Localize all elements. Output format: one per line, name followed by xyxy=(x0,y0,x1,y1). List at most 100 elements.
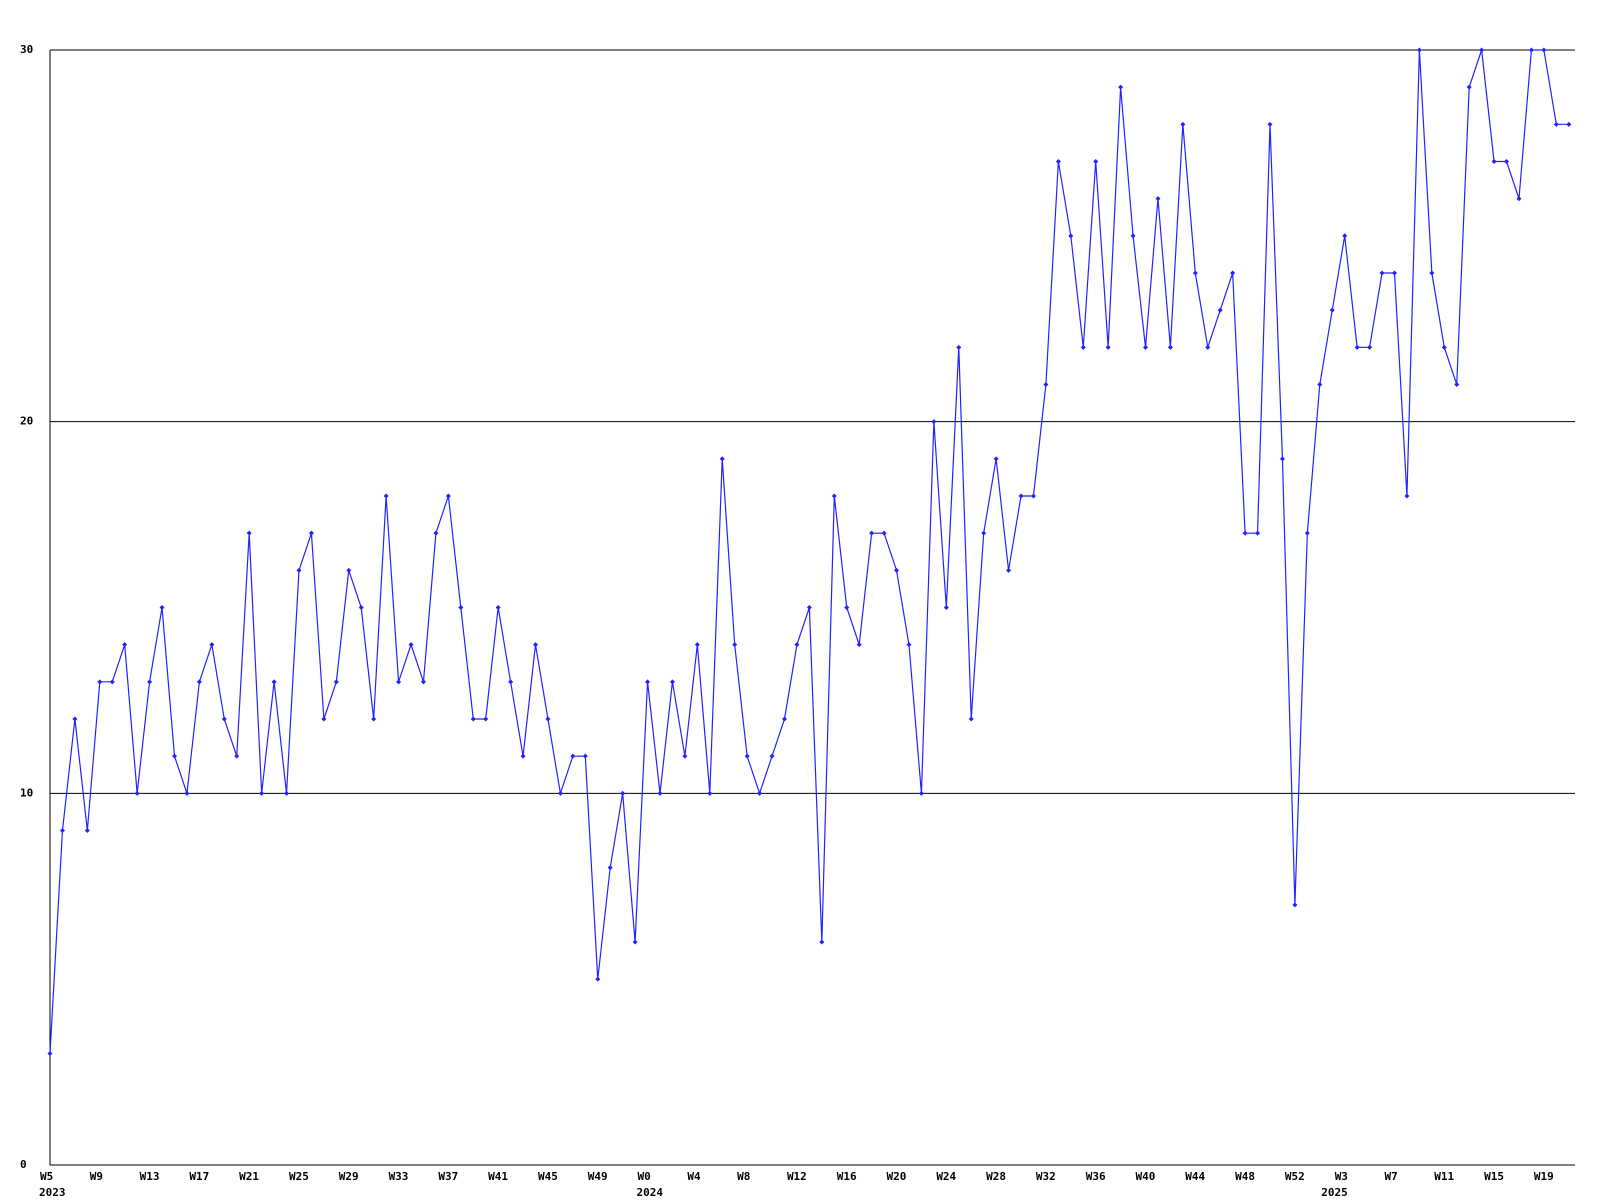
x-tick-label: W16 xyxy=(837,1170,857,1183)
data-point xyxy=(1504,159,1510,164)
data-point xyxy=(794,642,800,648)
x-tick-label: W15 xyxy=(1484,1170,1504,1183)
data-point xyxy=(1055,159,1061,164)
data-point xyxy=(1279,456,1285,462)
data-point xyxy=(520,753,526,759)
x-tick-label: W20 xyxy=(887,1170,907,1183)
data-point xyxy=(1416,47,1422,53)
data-point xyxy=(284,790,290,796)
data-point xyxy=(171,753,177,759)
data-point xyxy=(918,790,924,796)
data-point xyxy=(1167,344,1173,350)
x-tick-label: W13 xyxy=(140,1170,160,1183)
x-tick-label: W49 xyxy=(588,1170,608,1183)
data-point xyxy=(84,828,90,833)
data-point xyxy=(134,790,140,796)
x-tick-label: W44 xyxy=(1185,1170,1205,1183)
data-point xyxy=(682,753,688,759)
data-point xyxy=(1093,159,1099,164)
data-point xyxy=(595,976,601,982)
data-point xyxy=(1205,344,1211,350)
data-point xyxy=(607,865,613,871)
y-tick-label: 30 xyxy=(20,43,33,56)
data-point xyxy=(968,716,974,722)
data-point xyxy=(869,530,875,536)
data-point xyxy=(1217,307,1223,313)
data-point xyxy=(1155,196,1161,202)
data-point xyxy=(1267,121,1273,127)
x-tick-label: W17 xyxy=(189,1170,209,1183)
x-tick-label: W36 xyxy=(1086,1170,1106,1183)
data-point xyxy=(632,939,638,945)
data-point xyxy=(806,605,812,610)
data-point xyxy=(1454,382,1460,387)
data-point xyxy=(781,716,787,722)
data-point xyxy=(246,530,252,536)
data-point xyxy=(1404,493,1410,499)
x-tick-label: W32 xyxy=(1036,1170,1056,1183)
data-point xyxy=(1068,233,1074,239)
data-point xyxy=(645,679,651,685)
x-tick-label: W11 xyxy=(1434,1170,1454,1183)
data-point xyxy=(408,642,414,648)
data-point xyxy=(358,605,364,610)
data-point xyxy=(707,790,713,796)
data-point xyxy=(819,939,825,945)
data-point xyxy=(856,642,862,648)
data-point xyxy=(1342,233,1348,239)
data-point xyxy=(383,493,389,499)
x-tick-label: W7 xyxy=(1384,1170,1397,1183)
data-point xyxy=(1242,530,1248,536)
data-point xyxy=(1080,344,1086,350)
y-tick-label: 20 xyxy=(20,415,33,428)
x-year-label: 2023 xyxy=(39,1186,66,1199)
data-point xyxy=(271,679,277,685)
data-point xyxy=(147,679,153,685)
data-point xyxy=(1006,567,1012,573)
x-tick-label: W4 xyxy=(687,1170,701,1183)
data-point xyxy=(1367,344,1373,350)
x-tick-label: W29 xyxy=(339,1170,359,1183)
data-point xyxy=(122,642,128,648)
data-point xyxy=(1441,344,1447,350)
data-point xyxy=(570,753,576,759)
data-point xyxy=(744,753,750,759)
x-tick-label: W40 xyxy=(1136,1170,1156,1183)
data-point xyxy=(1429,270,1435,276)
data-point xyxy=(557,790,563,796)
data-point xyxy=(47,1051,53,1056)
data-point xyxy=(209,642,215,648)
data-point xyxy=(757,790,763,796)
data-point xyxy=(582,753,588,759)
data-point xyxy=(1329,307,1335,313)
data-point xyxy=(1317,382,1323,387)
data-point xyxy=(881,530,887,536)
data-point xyxy=(1255,530,1261,536)
data-point xyxy=(508,679,514,685)
x-tick-label: W5 xyxy=(40,1170,53,1183)
data-point xyxy=(59,828,65,833)
data-point xyxy=(109,679,115,685)
data-point xyxy=(1030,493,1036,499)
data-point xyxy=(1118,84,1124,90)
data-point xyxy=(1105,344,1111,350)
data-point xyxy=(1292,902,1298,908)
x-year-label: 2025 xyxy=(1321,1186,1348,1199)
data-point xyxy=(259,790,265,796)
data-point xyxy=(1354,344,1360,350)
x-tick-label: W33 xyxy=(389,1170,409,1183)
data-point xyxy=(72,716,78,722)
data-point xyxy=(495,605,501,610)
series-line xyxy=(49,49,1569,1054)
data-point xyxy=(333,679,339,685)
data-point xyxy=(97,679,103,685)
data-point xyxy=(1479,47,1485,53)
data-point xyxy=(1379,270,1385,276)
data-point xyxy=(1491,159,1497,164)
data-point xyxy=(719,456,725,462)
data-point xyxy=(321,716,327,722)
data-point xyxy=(1304,530,1310,536)
data-point xyxy=(1516,196,1522,202)
